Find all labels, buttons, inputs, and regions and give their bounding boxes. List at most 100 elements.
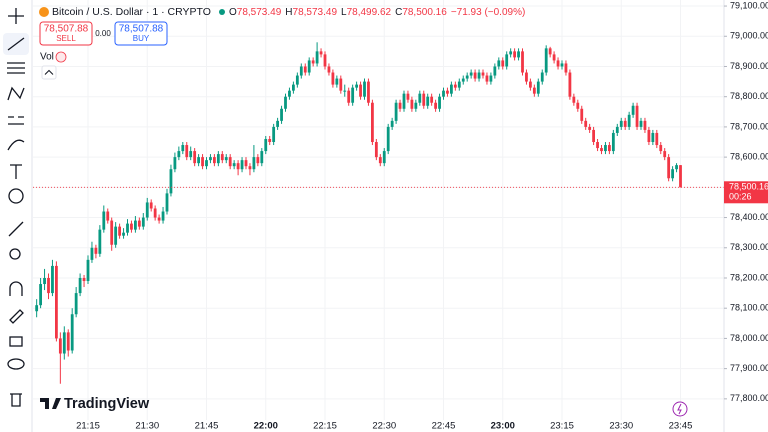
candle-body [477, 72, 481, 79]
logo-mark [40, 398, 61, 409]
candle-body [560, 63, 564, 67]
brush-tool[interactable] [7, 139, 25, 151]
y-tick-label: 78,400.00 [730, 212, 768, 222]
candle-body [228, 157, 232, 167]
candle-body [51, 265, 54, 294]
candle-body [623, 120, 627, 127]
candle-body [94, 247, 98, 254]
candle-body [655, 132, 659, 146]
visibility-tool[interactable] [7, 358, 25, 370]
candle-body [367, 81, 370, 103]
candle-body [331, 72, 335, 85]
candle-body [55, 265, 58, 339]
candle-body [521, 51, 524, 73]
candle-body [481, 72, 485, 76]
crosshair-tool[interactable] [8, 8, 24, 24]
sell-button[interactable] [39, 21, 93, 46]
candle-body [248, 166, 252, 170]
candle-body [134, 220, 137, 230]
y-tick-label: 78,100.00 [730, 303, 768, 313]
market-status [219, 9, 225, 15]
candle-body [232, 163, 236, 167]
legend-key: C [395, 7, 402, 18]
toolbar [3, 0, 33, 432]
candle-body [568, 72, 572, 97]
candle-body [189, 151, 193, 158]
candle-body [343, 90, 347, 92]
zoom-tool[interactable] [9, 248, 21, 260]
candle-body [635, 105, 639, 127]
candle-body [193, 151, 197, 164]
sell-label: SELL [56, 34, 76, 43]
text-tool[interactable] [10, 164, 22, 179]
candle-body [446, 90, 449, 94]
legend-change: −71.93 (−0.09%) [451, 7, 526, 18]
candle-body [497, 60, 501, 67]
candle-body [410, 99, 414, 109]
replay-button[interactable] [672, 401, 688, 417]
candle-body [161, 211, 165, 221]
candle-body [181, 145, 185, 152]
candle-body [584, 120, 588, 127]
candle-body [185, 145, 189, 158]
candle-body [299, 66, 303, 76]
candle-body [268, 138, 272, 143]
candle-body [457, 81, 461, 88]
collapse-button[interactable] [41, 65, 57, 80]
volume-warning[interactable] [55, 51, 67, 63]
candle-body [453, 84, 457, 88]
candle-body [667, 157, 671, 179]
pattern-tool[interactable] [7, 86, 25, 101]
trash-tool[interactable] [10, 393, 22, 407]
candle-body [489, 75, 493, 82]
projection-tool[interactable] [8, 116, 24, 125]
candle-body [473, 72, 477, 79]
candle-body [643, 120, 647, 130]
candle-body [608, 145, 611, 152]
logo-text: TradingView [64, 396, 150, 412]
y-tick-label: 78,300.00 [730, 242, 768, 252]
candle-body [197, 157, 200, 164]
candle-body [319, 51, 323, 55]
candle-body [66, 332, 70, 351]
candle-body [604, 145, 607, 152]
buy-button[interactable] [114, 21, 168, 46]
candle-body [450, 84, 453, 94]
candle-body [62, 332, 66, 354]
candle-body [505, 54, 509, 67]
candle-body [114, 226, 118, 245]
candle-body [493, 66, 497, 76]
candle-body [576, 102, 580, 109]
candle-body [513, 51, 516, 58]
candle-body [284, 96, 287, 109]
legend-key: H [285, 7, 292, 18]
emoji-tool[interactable] [8, 188, 24, 204]
candle-body [213, 157, 216, 164]
magnet-tool[interactable] [9, 281, 23, 296]
lock-draw-tool[interactable] [9, 309, 24, 324]
candle-body [592, 129, 595, 143]
candle-body [611, 132, 615, 152]
candle-body [647, 129, 651, 143]
y-tick-label: 79,000.00 [730, 31, 768, 41]
candle-body [359, 84, 362, 97]
candle-body [556, 60, 560, 67]
candle-body [580, 108, 584, 121]
fib-tool[interactable] [7, 62, 25, 74]
candle-body [153, 208, 157, 218]
last-price-label: 78,500.16 [729, 182, 768, 192]
countdown: 00:26 [729, 192, 752, 202]
candle-body [406, 93, 410, 100]
candle-body [371, 102, 374, 143]
candle-body [165, 193, 169, 212]
candle-body [418, 93, 422, 103]
lock-tool[interactable] [9, 336, 23, 347]
candle-body [390, 120, 394, 127]
last-price-box [724, 181, 768, 204]
trend-line-tool[interactable] [7, 37, 25, 51]
candle-body [311, 60, 315, 64]
candle-body [540, 72, 544, 82]
ruler-tool[interactable] [8, 221, 24, 237]
candle-body [485, 75, 489, 82]
